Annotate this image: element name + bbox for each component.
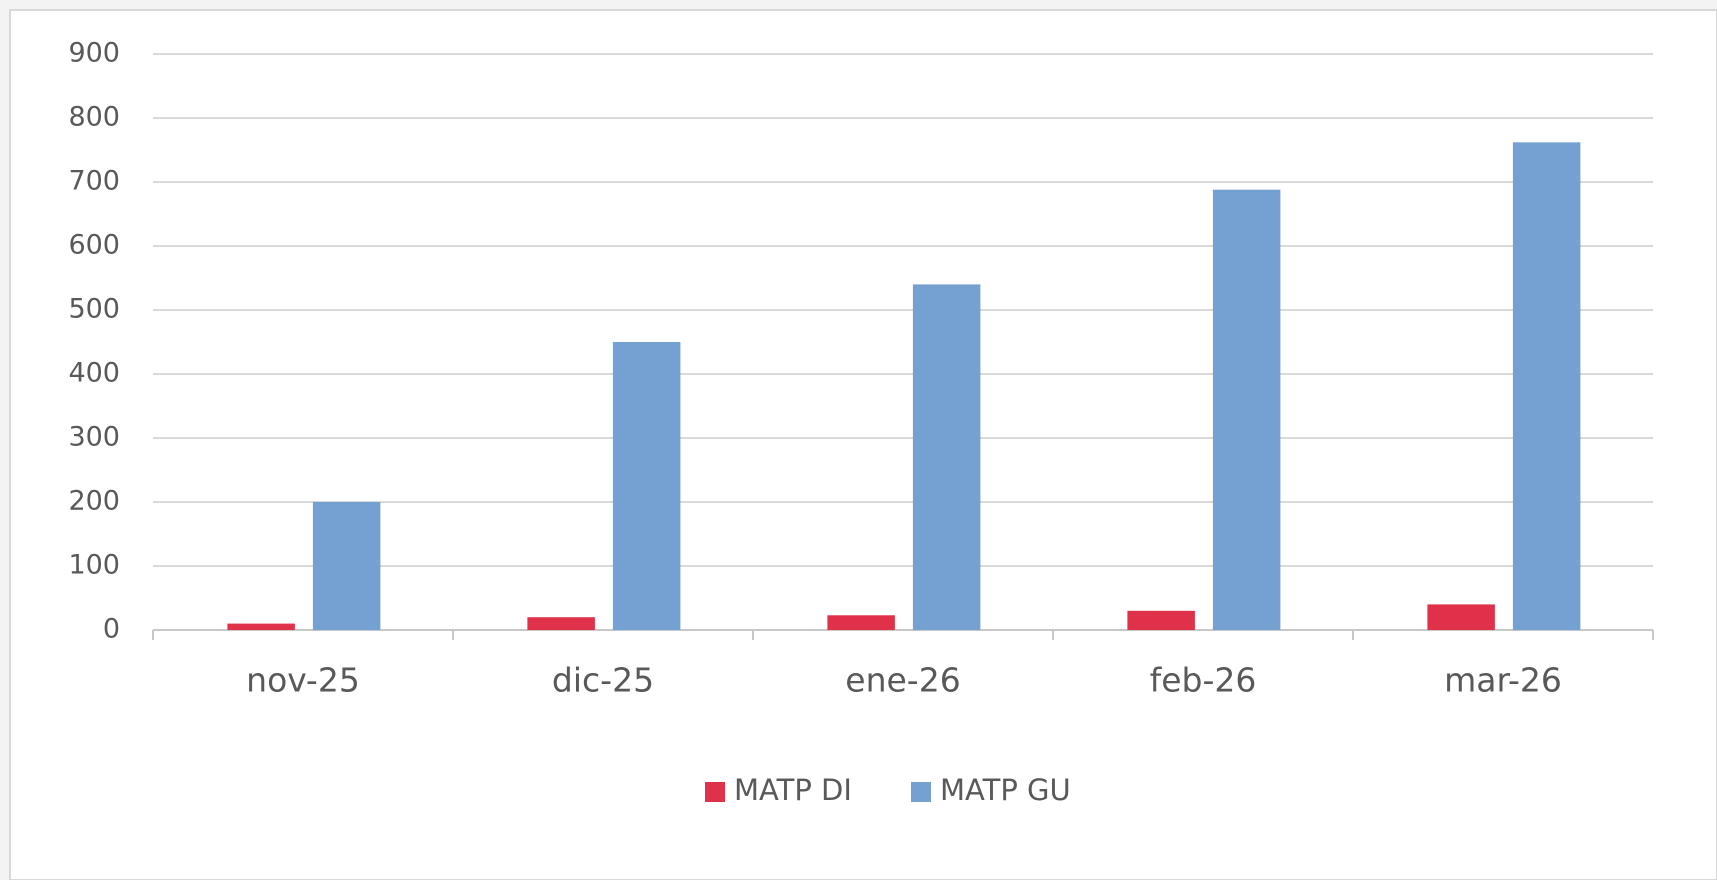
bar	[612, 342, 681, 630]
bar	[1427, 604, 1495, 630]
legend-label: MATP GU	[940, 773, 1071, 807]
legend-swatch	[705, 782, 725, 802]
bar	[312, 502, 381, 630]
y-tick-label: 800	[68, 102, 120, 133]
y-tick-label: 300	[68, 422, 120, 453]
bar	[827, 615, 895, 630]
x-tick-label: feb-26	[1150, 661, 1257, 700]
bar	[227, 623, 295, 630]
x-tick-label: ene-26	[845, 661, 960, 700]
x-tick-label: nov-25	[246, 661, 360, 700]
x-tick-label: dic-25	[552, 661, 654, 700]
y-tick-label: 600	[68, 230, 120, 261]
y-tick-label: 900	[68, 38, 120, 69]
chart-area	[9, 9, 1717, 880]
bar	[1212, 189, 1281, 630]
x-tick-label: mar-26	[1444, 661, 1562, 700]
legend-label: MATP DI	[734, 773, 852, 807]
y-tick-label: 700	[68, 166, 120, 197]
bar	[1512, 142, 1581, 630]
y-tick-label: 100	[68, 550, 120, 581]
bar	[527, 617, 595, 630]
y-tick-label: 400	[68, 358, 120, 389]
bar	[1127, 610, 1195, 630]
y-tick-label: 200	[68, 486, 120, 517]
bar	[912, 284, 981, 630]
y-tick-label: 0	[103, 614, 120, 645]
y-tick-label: 500	[68, 294, 120, 325]
legend-swatch	[911, 782, 931, 802]
